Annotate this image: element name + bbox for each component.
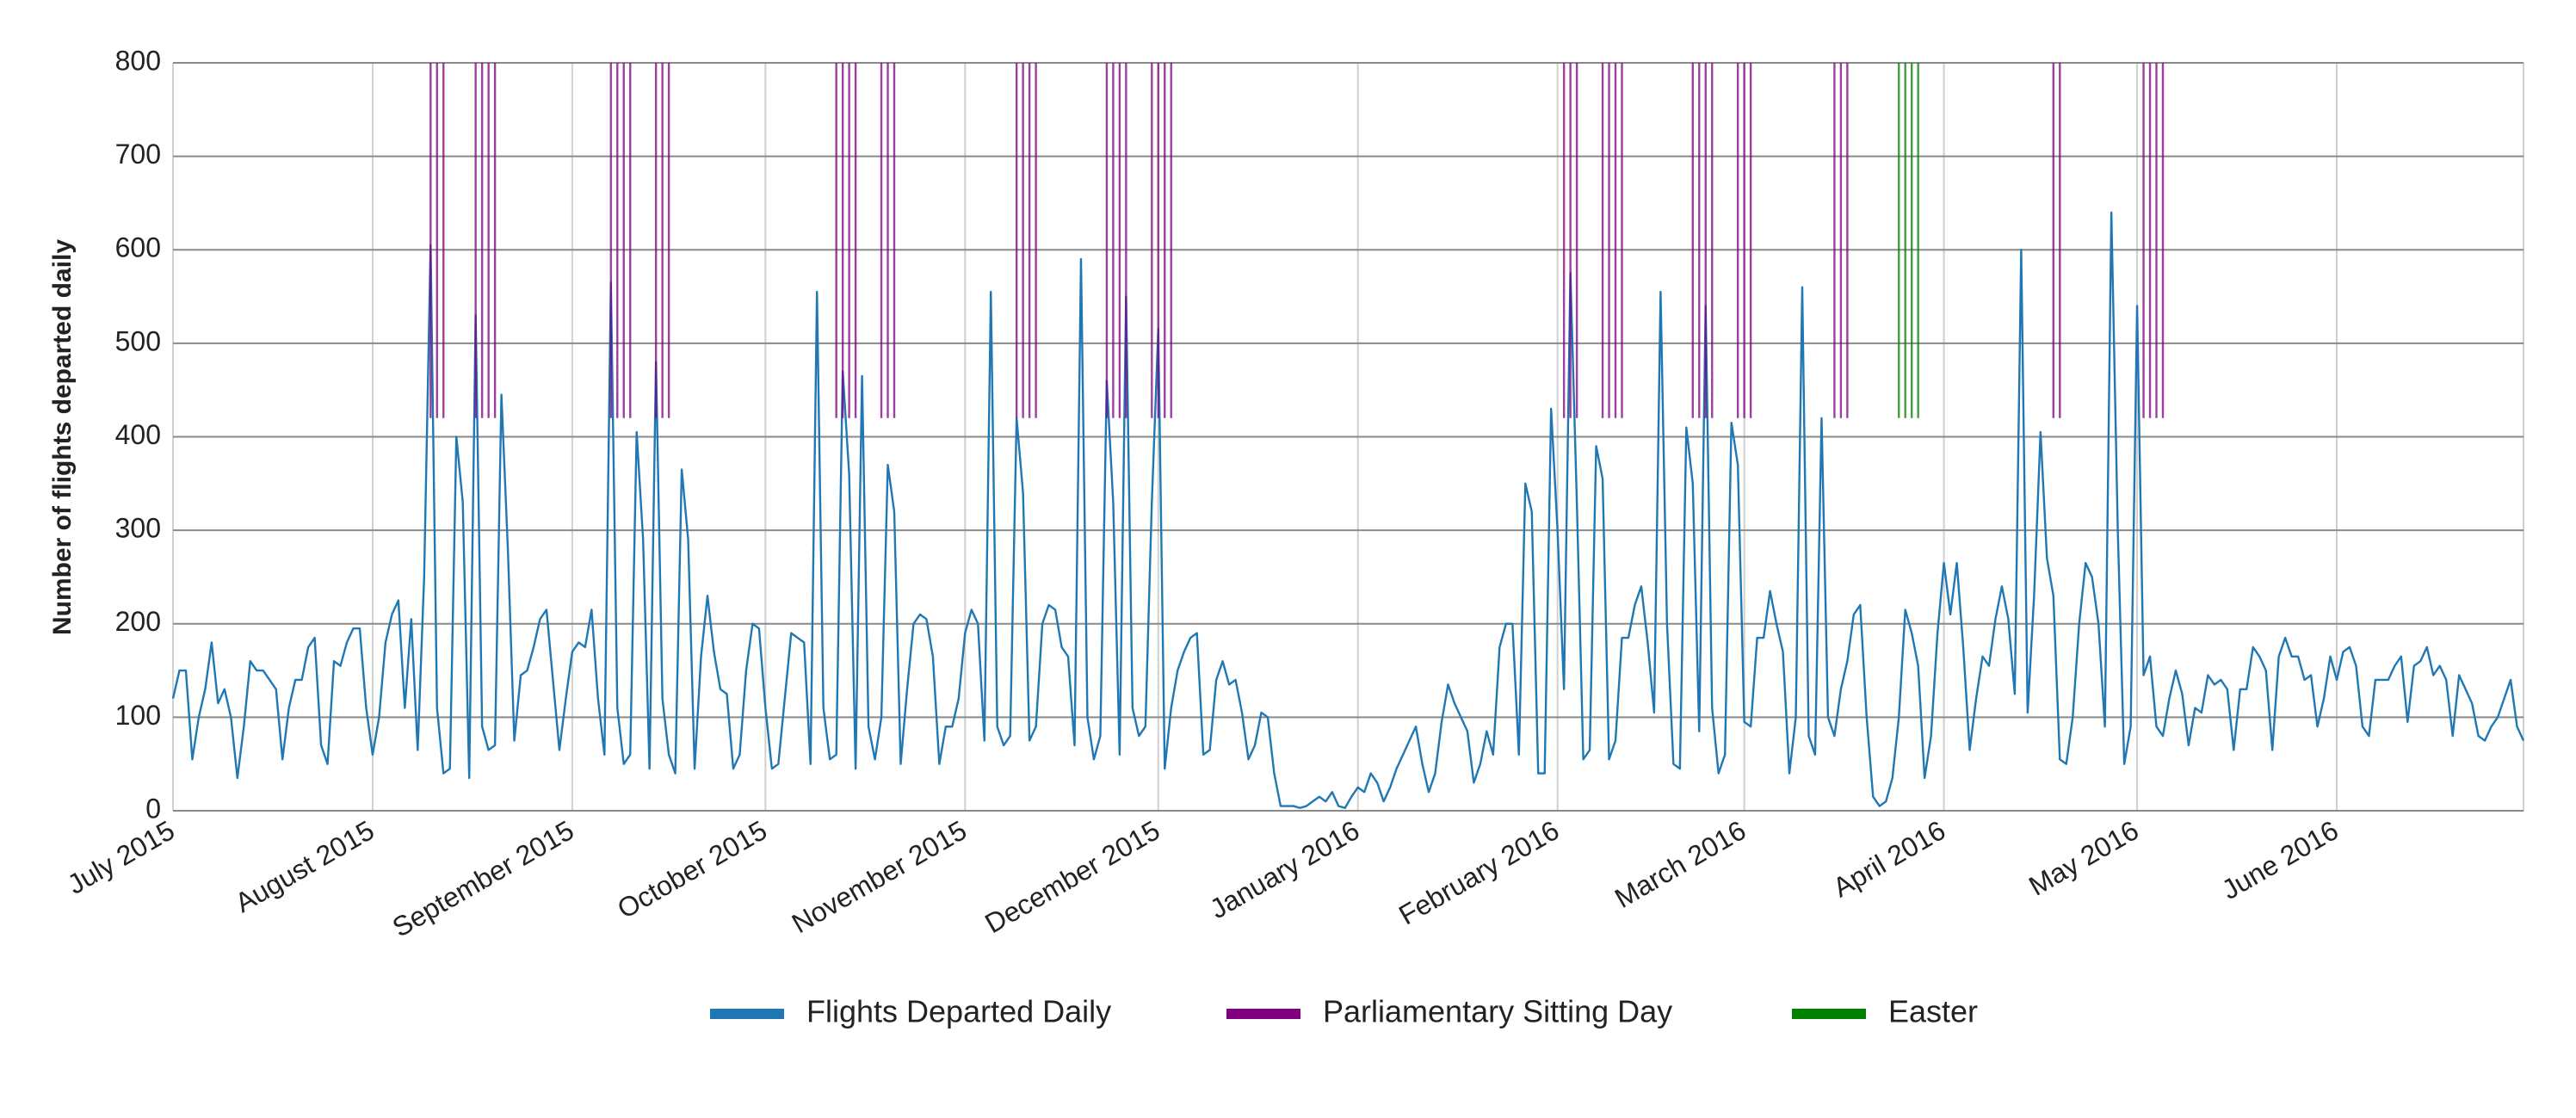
x-tick-label: October 2015 (612, 814, 772, 924)
y-axis-label: Number of flights departed daily (48, 239, 77, 635)
y-tick-label: 0 (145, 793, 161, 824)
y-tick-label: 600 (115, 232, 161, 263)
x-tick-label: August 2015 (230, 814, 380, 918)
data-line (171, 211, 2525, 809)
y-tick-label: 100 (115, 700, 161, 731)
y-tick-label: 800 (115, 45, 161, 76)
y-tick-label: 400 (115, 419, 161, 450)
x-tick-label: September 2015 (387, 814, 579, 942)
legend-label: Flights Departed Daily (806, 994, 1111, 1029)
x-tick-label: June 2016 (2216, 814, 2343, 905)
legend-label: Easter (1888, 994, 1978, 1029)
x-tick-label: May 2016 (2023, 814, 2144, 901)
x-tick-label: November 2015 (787, 814, 972, 939)
y-tick-label: 500 (115, 325, 161, 356)
y-tick-label: 300 (115, 513, 161, 544)
x-tick-label: February 2016 (1393, 814, 1564, 930)
x-tick-label: December 2015 (979, 814, 1164, 939)
y-tick-label: 700 (115, 139, 161, 170)
y-tick-label: 200 (115, 606, 161, 637)
x-tick-label: January 2016 (1205, 814, 1365, 924)
x-tick-label: July 2015 (62, 814, 180, 900)
legend-label: Parliamentary Sitting Day (1323, 994, 1672, 1029)
x-tick-label: April 2016 (1828, 814, 1951, 903)
x-tick-label: March 2016 (1609, 814, 1751, 914)
